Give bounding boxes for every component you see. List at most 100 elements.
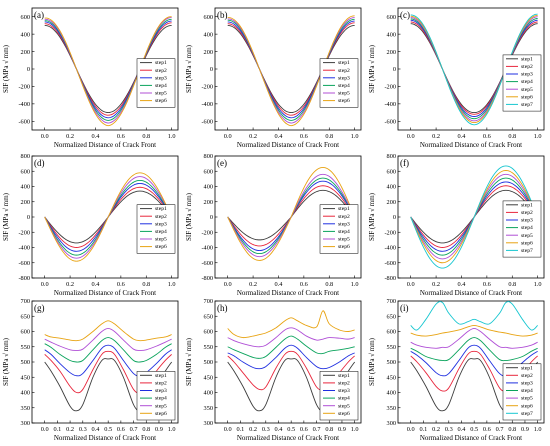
- x-tick-label: 0.2: [249, 281, 257, 288]
- series-group: [44, 320, 173, 412]
- legend-label-step7: step7: [521, 248, 533, 254]
- y-tick-label: 500: [204, 359, 213, 366]
- legend-label-step7: step7: [521, 102, 533, 108]
- panel-label: (g): [34, 303, 45, 313]
- legend-label-step1: step1: [155, 373, 167, 379]
- series-line-step7: [410, 301, 538, 331]
- legend-label-step2: step2: [338, 68, 350, 74]
- x-tick-label: 0.6: [117, 281, 125, 288]
- legend-label-step5: step5: [155, 237, 167, 243]
- legend-label-step4: step4: [338, 229, 350, 235]
- y-tick-label: 400: [387, 31, 396, 38]
- legend-label-step5: step5: [521, 87, 533, 93]
- legend-label-step3: step3: [338, 221, 350, 227]
- y-tick-label: -400: [201, 245, 213, 252]
- chart-panel-f: 0.0 0.2 0.4 0.6 0.8 1.0 -800 -600 -400 -200 0 200 40…: [368, 153, 545, 297]
- series-group: [227, 15, 355, 127]
- y-tick-label: -800: [201, 275, 213, 282]
- legend-box: [136, 371, 176, 421]
- x-tick-label: 0.5: [104, 426, 112, 433]
- legend-label-step3: step3: [338, 388, 350, 394]
- y-tick-label: 400: [21, 184, 30, 191]
- legend-label-step6: step6: [155, 411, 167, 417]
- y-tick-label: -600: [384, 260, 396, 267]
- y-tick-label: 350: [21, 405, 30, 412]
- x-axis-label: Normalized Distance of Crack Front: [420, 289, 522, 297]
- series-line-step1: [44, 24, 172, 114]
- x-tick-label: 0.0: [224, 281, 232, 288]
- legend-label-step2: step2: [155, 68, 167, 74]
- x-tick-label: 0.2: [66, 133, 74, 140]
- x-tick-label: 0.2: [432, 281, 440, 288]
- legend-label-step2: step2: [521, 64, 533, 70]
- x-axis-label: Normalized Distance of Crack Front: [237, 141, 339, 149]
- y-tick-label: 700: [21, 298, 30, 305]
- x-tick-label: 0.8: [142, 281, 150, 288]
- y-tick-label: 450: [21, 374, 30, 381]
- x-tick-label: 1.0: [168, 133, 176, 140]
- y-axis-label: SIF (MPa √ mm): [2, 337, 10, 386]
- y-tick-label: 200: [21, 49, 30, 56]
- chart-panel-c: 0.0 0.2 0.4 0.6 0.8 1.0 -600 -400 -200 0 200 400 600…: [368, 7, 545, 149]
- x-tick-label: 1.0: [168, 426, 176, 433]
- y-tick-label: 600: [204, 168, 213, 175]
- legend-label-step4: step4: [521, 225, 533, 231]
- series-line-step7: [410, 165, 539, 269]
- legend-box: [319, 371, 359, 421]
- x-tick-label: 0.0: [407, 426, 415, 433]
- y-tick-label: -400: [18, 245, 30, 252]
- series-line-step5: [410, 327, 538, 349]
- panel-label: (d): [34, 158, 45, 168]
- x-tick-label: 0.6: [117, 133, 125, 140]
- y-axis-label: SIF (MPa √ mm): [368, 44, 376, 93]
- x-tick-label: 0.4: [458, 133, 467, 140]
- legend-label-step1: step1: [521, 56, 533, 62]
- x-axis-label: Normalized Distance of Crack Front: [54, 434, 156, 442]
- series-line-step6: [44, 320, 172, 342]
- legend-label-step3: step3: [155, 75, 167, 81]
- panel-label: (i): [400, 303, 409, 313]
- legend-label-step1: step1: [338, 60, 350, 66]
- series-group: [410, 13, 538, 126]
- legend-label-step3: step3: [338, 75, 350, 81]
- y-tick-label: 300: [21, 420, 30, 427]
- legend-label-step1: step1: [521, 365, 533, 371]
- x-tick-label: 0.9: [155, 426, 163, 433]
- legend-label-step5: step5: [521, 396, 533, 402]
- x-axis-label: Normalized Distance of Crack Front: [420, 434, 522, 442]
- y-tick-label: -200: [18, 84, 30, 91]
- legend-label-step6: step6: [521, 94, 533, 100]
- y-tick-label: 400: [21, 390, 30, 397]
- series-group: [227, 166, 356, 261]
- y-tick-label: 600: [387, 14, 396, 21]
- series-line-step3: [44, 344, 172, 377]
- x-tick-label: 1.0: [351, 426, 359, 433]
- x-tick-label: 0.1: [419, 426, 427, 433]
- y-tick-label: 800: [21, 153, 30, 160]
- x-tick-label: 0.6: [483, 426, 491, 433]
- y-tick-label: 500: [387, 359, 396, 366]
- x-tick-label: 0.0: [41, 281, 49, 288]
- x-tick-label: 1.0: [534, 426, 542, 433]
- legend-label-step6: step6: [155, 98, 167, 104]
- x-tick-label: 0.0: [224, 133, 232, 140]
- legend-label-step1: step1: [155, 206, 167, 212]
- series-line-step3: [227, 344, 355, 370]
- series-line-step6: [227, 166, 356, 261]
- y-axis-label: SIF (MPa √ mm): [2, 192, 10, 241]
- legend-label-step5: step5: [338, 403, 350, 409]
- legend-label-step2: step2: [338, 381, 350, 387]
- y-tick-label: -400: [384, 245, 396, 252]
- x-tick-label: 0.0: [407, 133, 415, 140]
- y-tick-label: 200: [21, 199, 30, 206]
- y-tick-label: -800: [18, 275, 30, 282]
- y-tick-label: 400: [387, 390, 396, 397]
- legend-label-step3: step3: [521, 381, 533, 387]
- series-line-step6: [44, 172, 173, 262]
- x-tick-label: 0.7: [313, 426, 321, 433]
- y-tick-label: 600: [204, 14, 213, 21]
- x-tick-label: 0.0: [41, 133, 49, 140]
- y-tick-label: -600: [201, 118, 213, 125]
- legend-label-step5: step5: [155, 403, 167, 409]
